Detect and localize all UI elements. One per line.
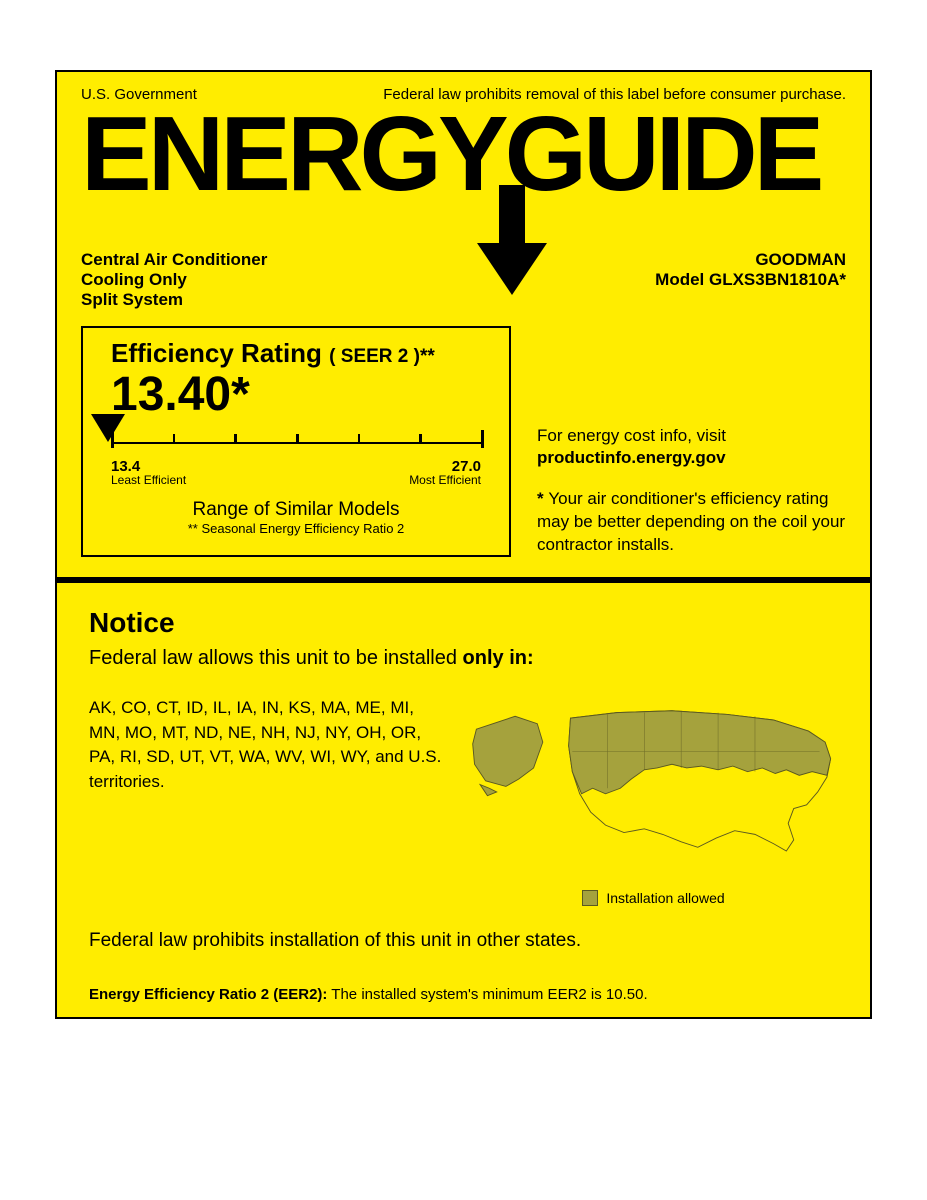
eer-label: Energy Efficiency Ratio 2 (EER2):: [89, 986, 327, 1003]
logo-arrow-icon: [477, 185, 547, 295]
usa-map-icon: [469, 696, 838, 881]
upper-section: U.S. Government Federal law prohibits re…: [57, 72, 870, 583]
prohibit-line: Federal law prohibits installation of th…: [89, 930, 838, 952]
cost-info-intro: For energy cost info, visit: [537, 426, 726, 445]
legend-text: Installation allowed: [606, 890, 724, 906]
notice-row: AK, CO, CT, ID, IL, IA, IN, KS, MA, ME, …: [89, 696, 838, 906]
side-info: For energy cost info, visit productinfo.…: [537, 326, 846, 557]
notice-line-pre: Federal law allows this unit to be insta…: [89, 647, 463, 669]
product-type: Central Air Conditioner Cooling Only Spl…: [81, 250, 267, 310]
rating-value: 13.40*: [111, 367, 495, 422]
product-id: GOODMAN Model GLXS3BN1810A*: [655, 250, 846, 310]
model: Model GLXS3BN1810A*: [655, 270, 846, 290]
eer-text: The installed system's minimum EER2 is 1…: [327, 986, 647, 1003]
efficiency-scale: [97, 416, 495, 456]
scale-max-label: Most Efficient: [409, 473, 481, 487]
notice-line: Federal law allows this unit to be insta…: [89, 647, 838, 670]
allowed-states-list: AK, CO, CT, ID, IL, IA, IN, KS, MA, ME, …: [89, 696, 449, 906]
identification-row: Central Air Conditioner Cooling Only Spl…: [81, 250, 846, 310]
notice-heading: Notice: [89, 607, 838, 639]
lower-section: Notice Federal law allows this unit to b…: [57, 583, 870, 1017]
rating-title-text: Efficiency Rating: [111, 338, 322, 368]
efficiency-rating-box: Efficiency Rating ( SEER 2 )** 13.40* 13…: [81, 326, 511, 557]
scale-end-labels: Least Efficient Most Efficient: [111, 473, 481, 487]
legend-swatch: [582, 890, 598, 906]
product-type-3: Split System: [81, 290, 267, 310]
eer-line: Energy Efficiency Ratio 2 (EER2): The in…: [89, 986, 838, 1003]
brand: GOODMAN: [655, 250, 846, 270]
notice-line-bold: only in:: [463, 647, 534, 669]
range-subtitle: ** Seasonal Energy Efficiency Ratio 2: [97, 521, 495, 536]
rating-title-sub: ( SEER 2 )**: [329, 346, 435, 367]
efficiency-footnote: * Your air conditioner's efficiency rati…: [537, 488, 846, 557]
rating-title: Efficiency Rating ( SEER 2 )**: [111, 338, 495, 369]
map-legend: Installation allowed: [469, 890, 838, 906]
logo-wrap: ENERGYGUIDE: [81, 107, 846, 202]
map-cell: Installation allowed: [469, 696, 838, 906]
energy-guide-label: U.S. Government Federal law prohibits re…: [55, 70, 872, 1019]
scale-pointer-icon: [91, 414, 125, 444]
scale-min-label: Least Efficient: [111, 473, 186, 487]
mid-row: Efficiency Rating ( SEER 2 )** 13.40* 13…: [81, 326, 846, 557]
footnote-star: *: [537, 489, 544, 508]
product-type-2: Cooling Only: [81, 270, 267, 290]
range-title: Range of Similar Models: [97, 499, 495, 521]
footnote-text: Your air conditioner's efficiency rating…: [537, 489, 845, 554]
energyguide-logo: ENERGYGUIDE: [81, 107, 846, 202]
product-type-1: Central Air Conditioner: [81, 250, 267, 270]
cost-info-link: productinfo.energy.gov: [537, 448, 846, 468]
